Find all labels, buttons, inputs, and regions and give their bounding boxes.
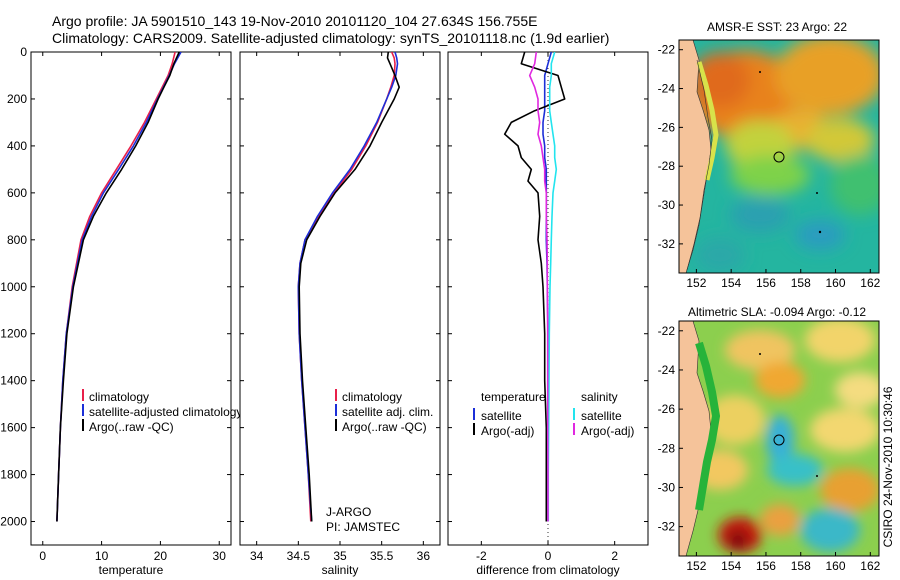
sst-map-lon-tick-label: 156 <box>756 276 776 290</box>
temperature-panel: 0 200 400 600 800 1000 1200 1400 1600 1800 2000 0 10… <box>0 45 242 577</box>
temperature-legend-label: climatology <box>89 390 149 404</box>
sst-map-title: AMSR-E SST: 23 Argo: 22 <box>707 20 847 34</box>
salinity-panel: 34 34.5 35 35.5 36 salinity climatologysatelli… <box>239 51 441 577</box>
sst-map-lon-tick-label: 162 <box>860 276 880 290</box>
temperature-legend-label: Argo(..raw -QC) <box>89 420 174 434</box>
depth-tick-label: 1000 <box>0 280 27 294</box>
depth-tick-label: 0 <box>20 45 27 59</box>
temperature-xtick-label: 20 <box>154 549 168 563</box>
sla-map-lat-tick-label: -22 <box>658 324 676 338</box>
difference-xaxis-label: difference from climatology <box>476 563 619 577</box>
salinity-xtick-label: 35.5 <box>370 549 394 563</box>
sst-map-lat-tick-label: -24 <box>658 82 676 96</box>
sst-map-panel: AMSR-E SST: 23 Argo: 22 <box>658 20 881 290</box>
temperature-series-line-argo <box>56 52 180 522</box>
sla-map-lon-tick-label: 152 <box>686 559 706 573</box>
salinity-xaxis-label: salinity <box>322 563 359 577</box>
diff-legend-label: Argo(-adj) <box>481 424 534 438</box>
sla-map-lat-tick-label: -24 <box>658 363 676 377</box>
temperature-xaxis-label: temperature <box>99 563 164 577</box>
sla-map-lat-tick-label: -28 <box>658 441 676 455</box>
temperature-plot-frame <box>30 51 232 546</box>
sla-map-title: Altimetric SLA: -0.094 Argo: -0.12 <box>688 305 866 319</box>
salinity-legend-label: climatology <box>342 390 402 404</box>
depth-tick-label: 1800 <box>0 468 27 482</box>
sst-map-lon-tick-label: 160 <box>826 276 846 290</box>
depth-tick-label: 600 <box>7 186 27 200</box>
diff-legend-label: Argo(-adj) <box>581 424 634 438</box>
salinity-plot-frame <box>239 51 441 546</box>
sst-map-lon-tick-label: 154 <box>721 276 741 290</box>
depth-tick-label: 1600 <box>0 421 27 435</box>
difference-series-line-sal_argo <box>528 52 549 522</box>
sla-map-lat-tick-label: -30 <box>658 480 676 494</box>
sst-map-image <box>679 40 879 273</box>
sst-map-lat-tick-label: -32 <box>658 237 676 251</box>
salinity-series-line-argo <box>298 52 401 522</box>
sst-map-lon-tick-label: 158 <box>791 276 811 290</box>
sla-map-lon-tick-label: 160 <box>826 559 846 573</box>
diff-legend-label: satellite <box>481 409 522 423</box>
salinity-xtick-label: 36 <box>417 549 431 563</box>
sst-map-lat-tick-label: -28 <box>658 159 676 173</box>
sst-map-lat-tick-label: -22 <box>658 43 676 57</box>
sla-map-image <box>679 321 879 556</box>
depth-tick-label: 800 <box>7 233 27 247</box>
salinity-legend-label: Argo(..raw -QC) <box>342 420 427 434</box>
sla-map-lon-tick-label: 156 <box>756 559 776 573</box>
depth-tick-label: 1200 <box>0 327 27 341</box>
difference-series-group <box>503 52 566 522</box>
depth-tick-label: 200 <box>7 92 27 106</box>
figure-title-line2: Climatology: CARS2009. Satellite-adjuste… <box>52 30 609 46</box>
sst-map-lon-tick-label: 152 <box>686 276 706 290</box>
diff-legend-group-title: salinity <box>581 390 618 404</box>
difference-series-line-sal_satellite <box>547 52 558 522</box>
sla-map-panel: Altimetric SLA: -0.094 Argo: -0.12 <box>658 305 881 573</box>
float-program-label: J-ARGO <box>326 505 371 519</box>
figure-title-line1: Argo profile: JA 5901510_143 19-Nov-2010… <box>52 13 537 29</box>
diff-legend-group-title: temperature <box>481 390 546 404</box>
sla-map-lon-tick-label: 154 <box>721 559 741 573</box>
difference-xtick-label: -2 <box>476 549 487 563</box>
sla-map-lat-tick-label: -32 <box>658 520 676 534</box>
temperature-xtick-label: 30 <box>213 549 227 563</box>
salinity-xtick-label: 34.5 <box>287 549 311 563</box>
difference-xtick-label: 2 <box>611 549 618 563</box>
temperature-series-group <box>56 52 182 522</box>
diff-legend-label: satellite <box>581 409 622 423</box>
depth-tick-label: 2000 <box>0 515 27 529</box>
difference-xtick-label: 0 <box>545 549 552 563</box>
salinity-series-group <box>297 52 401 522</box>
float-pi-label: PI: JAMSTEC <box>326 520 400 534</box>
sla-map-lat-tick-label: -26 <box>658 402 676 416</box>
salinity-xtick-label: 34 <box>250 549 264 563</box>
salinity-legend-label: satellite adj. clim. <box>342 405 433 419</box>
sst-map-lat-tick-label: -30 <box>658 198 676 212</box>
temperature-xtick-label: 0 <box>39 549 46 563</box>
depth-tick-label: 1400 <box>0 374 27 388</box>
sst-map-lat-tick-label: -26 <box>658 120 676 134</box>
sla-map-lon-tick-label: 158 <box>791 559 811 573</box>
sla-map-lon-tick-label: 162 <box>860 559 880 573</box>
difference-series-line-argo <box>503 52 566 522</box>
salinity-xtick-label: 35 <box>333 549 347 563</box>
temperature-xtick-label: 10 <box>95 549 109 563</box>
depth-tick-label: 400 <box>7 139 27 153</box>
temperature-legend-label: satellite-adjusted climatology <box>89 405 242 419</box>
credit-text: CSIRO 24-Nov-2010 10:30:46 <box>881 386 895 547</box>
